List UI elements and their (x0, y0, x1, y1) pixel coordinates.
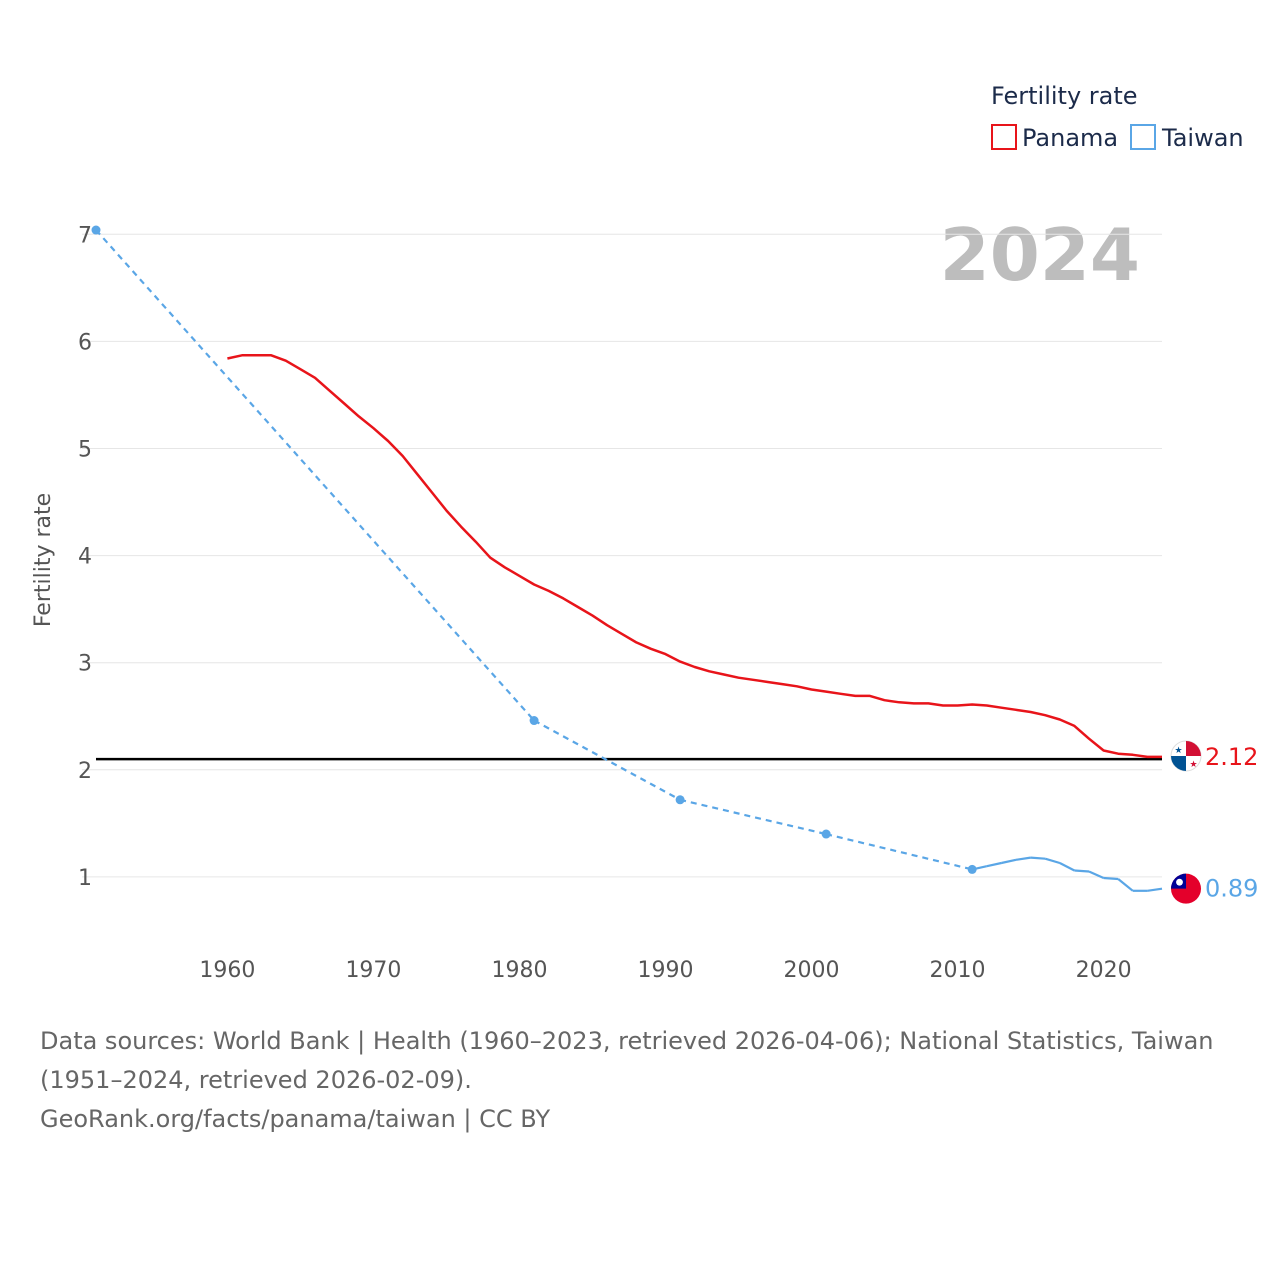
series-segment-taiwan (825, 833, 973, 871)
legend-swatch-panama[interactable] (991, 124, 1017, 150)
legend-title: Fertility rate (991, 82, 1138, 110)
series-segment-taiwan (533, 719, 681, 801)
data-point-taiwan (675, 795, 685, 805)
x-tick-label: 1990 (638, 958, 694, 983)
y-tick-label: 3 (78, 652, 92, 677)
y-tick-label: 1 (78, 866, 92, 891)
series-segment-taiwan (1059, 862, 1075, 872)
x-tick-label: 1970 (345, 958, 401, 983)
flag-sun (1176, 878, 1183, 886)
series-segment-taiwan (1074, 869, 1090, 873)
grid-lines (82, 233, 1162, 878)
data-point-taiwan (529, 716, 539, 726)
series-line-panama (227, 354, 1162, 759)
series-lines (95, 229, 1163, 892)
series-segment-taiwan (1044, 857, 1061, 865)
end-labels: ★★ 2.120.89 (1170, 740, 1258, 904)
series-segment-taiwan (1088, 870, 1105, 880)
series-markers (91, 225, 977, 874)
series-segment-taiwan (1015, 856, 1031, 861)
series-segment-taiwan (1117, 878, 1134, 892)
flag-star-red: ★ (1189, 760, 1197, 770)
y-tick-label: 5 (78, 438, 92, 463)
credit-text[interactable]: GeoRank.org/facts/panama/taiwan | CC BY (40, 1105, 551, 1133)
flag-blue-quarter (1171, 755, 1186, 771)
end-label-panama: 2.12 (1205, 743, 1258, 771)
x-tick-label: 2000 (784, 958, 840, 983)
end-label-taiwan: 0.89 (1205, 875, 1258, 903)
sources-text: Data sources: World Bank | Health (1960–… (40, 1027, 1214, 1094)
series-segment-taiwan (679, 798, 827, 836)
series-segment-taiwan (1103, 876, 1119, 881)
legend-swatch-taiwan[interactable] (1130, 124, 1156, 150)
y-axis-title: Fertility rate (31, 493, 56, 627)
x-tick-label: 1980 (491, 958, 547, 983)
series-segment-taiwan (1147, 887, 1163, 892)
x-tick-label: 2010 (930, 958, 986, 983)
y-tick-label: 7 (78, 223, 92, 248)
flag-star-blue: ★ (1174, 746, 1182, 756)
legend-label-panama[interactable]: Panama (1022, 124, 1118, 152)
x-tick-labels: 1960 1970 1980 1990 2000 2010 2020 (199, 958, 1131, 983)
x-tick-label: 1960 (199, 958, 255, 983)
legend-label-taiwan[interactable]: Taiwan (1161, 124, 1244, 152)
panama-flag-icon: ★★ (1170, 740, 1202, 772)
y-tick-label: 4 (78, 545, 92, 570)
series-segment-taiwan (95, 229, 535, 722)
data-point-taiwan (91, 225, 101, 235)
series-segment-taiwan (1001, 858, 1017, 865)
series-segment-taiwan (1030, 856, 1046, 860)
flag-red-quarter (1186, 740, 1201, 756)
year-label: 2024 (940, 213, 1140, 297)
data-sources: Data sources: World Bank | Health (1960–… (40, 1022, 1250, 1139)
data-point-taiwan (967, 864, 977, 874)
taiwan-flag-icon (1171, 873, 1201, 904)
series-segment-taiwan (986, 861, 1002, 868)
y-tick-label: 2 (78, 759, 92, 784)
y-tick-labels: 1 2 3 4 5 6 7 (78, 223, 92, 891)
data-point-taiwan (821, 829, 831, 839)
y-tick-label: 6 (78, 330, 92, 355)
x-tick-label: 2020 (1076, 958, 1132, 983)
